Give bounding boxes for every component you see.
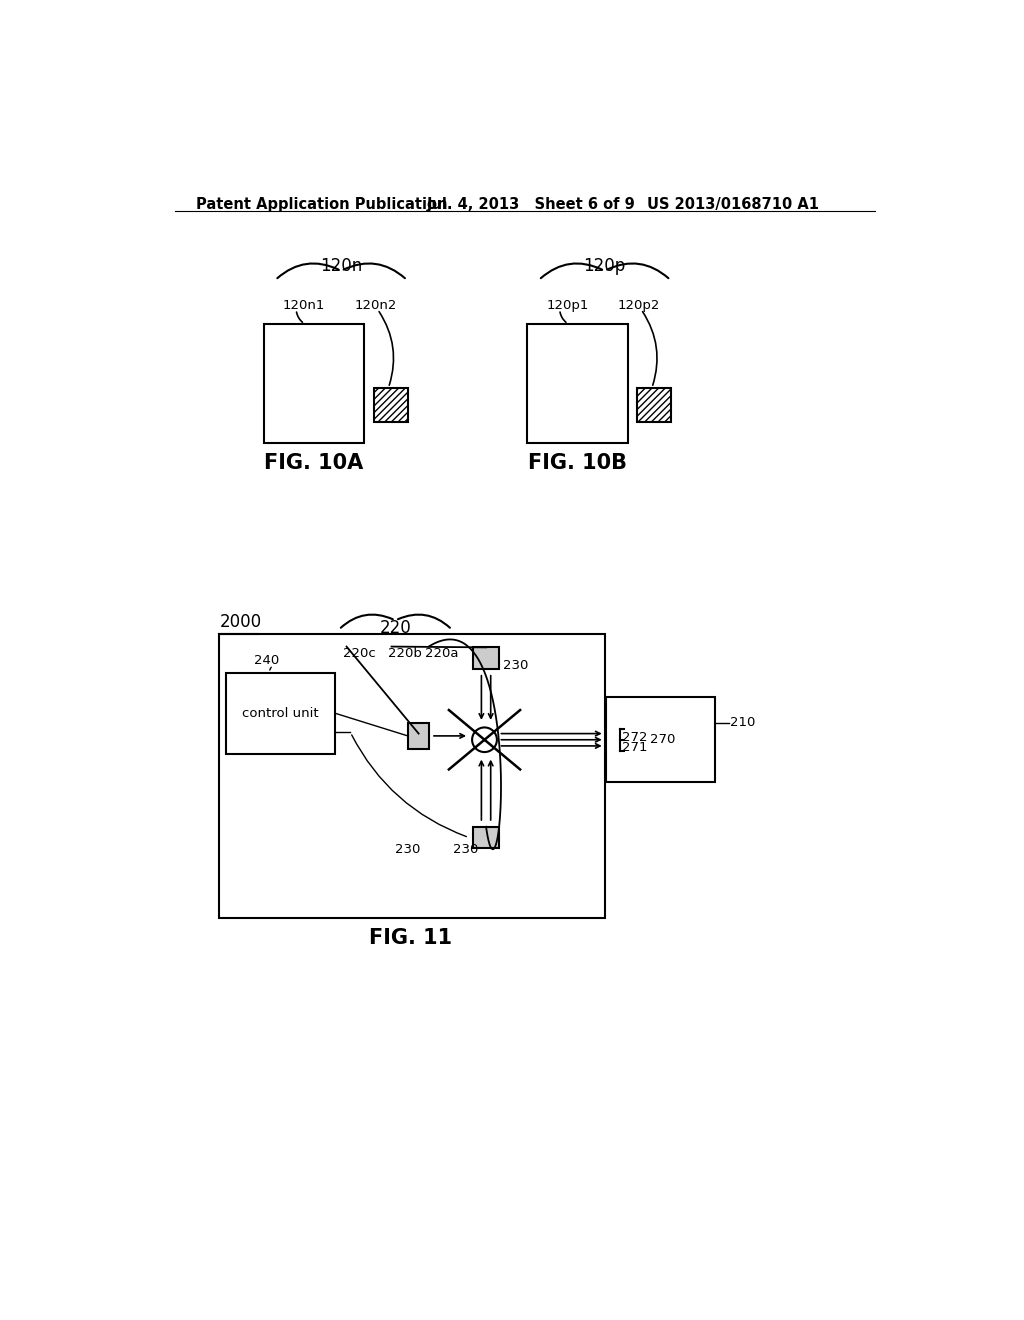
Text: 120p: 120p — [584, 257, 626, 275]
Text: 120n1: 120n1 — [283, 300, 326, 313]
Bar — [226, 673, 335, 754]
Bar — [606, 697, 715, 781]
Text: control unit: control unit — [243, 706, 319, 719]
Text: 271: 271 — [623, 741, 648, 754]
Text: FIG. 10A: FIG. 10A — [264, 453, 364, 473]
Bar — [473, 826, 500, 849]
Text: Patent Application Publication: Patent Application Publication — [197, 197, 447, 213]
Bar — [637, 388, 672, 422]
Text: 220a: 220a — [425, 647, 459, 660]
Bar — [219, 635, 605, 917]
Bar — [374, 388, 408, 422]
Text: FIG. 11: FIG. 11 — [370, 928, 453, 948]
Text: 2000: 2000 — [219, 614, 261, 631]
Text: 230: 230 — [395, 843, 421, 857]
Text: 120n: 120n — [319, 257, 362, 275]
Text: 220b: 220b — [388, 647, 422, 660]
Bar — [263, 323, 365, 444]
Text: 230: 230 — [454, 843, 479, 857]
Bar — [473, 647, 500, 669]
Bar — [527, 323, 628, 444]
Text: US 2013/0168710 A1: US 2013/0168710 A1 — [647, 197, 819, 213]
Bar — [408, 723, 429, 748]
Text: 220c: 220c — [343, 647, 376, 660]
Text: 270: 270 — [649, 733, 675, 746]
Text: Jul. 4, 2013   Sheet 6 of 9: Jul. 4, 2013 Sheet 6 of 9 — [426, 197, 635, 213]
Text: 120p1: 120p1 — [547, 300, 589, 313]
Text: FIG. 10B: FIG. 10B — [528, 453, 627, 473]
Text: 230: 230 — [503, 659, 528, 672]
Text: 120p2: 120p2 — [617, 300, 660, 313]
Text: 210: 210 — [730, 717, 756, 730]
Text: 120n2: 120n2 — [354, 300, 396, 313]
Text: 272: 272 — [623, 731, 648, 744]
Text: 220: 220 — [380, 619, 412, 636]
Text: 240: 240 — [254, 653, 279, 667]
